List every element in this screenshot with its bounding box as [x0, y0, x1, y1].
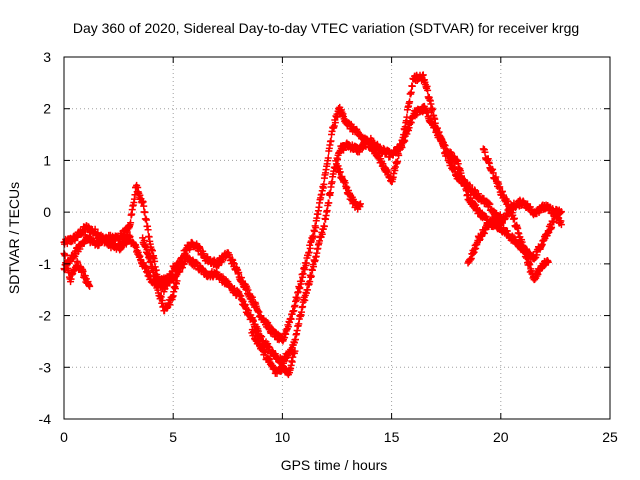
y-tick-label: 2 — [43, 101, 51, 117]
data-point — [306, 244, 314, 252]
data-point — [173, 277, 181, 285]
data-point — [307, 272, 315, 280]
data-point — [304, 286, 312, 294]
chart-title: Day 360 of 2020, Sidereal Day-to-day VTE… — [73, 20, 579, 36]
data-point — [291, 347, 299, 355]
y-tick-label: -3 — [39, 359, 52, 375]
data-points — [60, 71, 565, 379]
y-tick-label: -2 — [39, 308, 52, 324]
data-point — [467, 194, 475, 202]
data-point — [296, 284, 304, 292]
x-axis-label: GPS time / hours — [281, 457, 388, 473]
data-point — [142, 216, 150, 224]
data-point — [557, 208, 565, 216]
y-tick-label: -1 — [39, 256, 52, 272]
data-point — [250, 328, 258, 336]
data-point — [408, 82, 416, 90]
data-point — [330, 122, 338, 130]
y-tick-label: -4 — [39, 411, 52, 427]
data-point — [248, 293, 256, 301]
data-point — [61, 252, 69, 260]
data-point — [523, 252, 531, 260]
data-point — [127, 219, 135, 227]
data-point — [334, 162, 342, 170]
data-point — [310, 263, 318, 271]
data-point — [356, 200, 364, 208]
data-point — [424, 86, 432, 94]
data-point — [320, 180, 328, 188]
data-point — [157, 293, 165, 301]
data-point — [325, 199, 333, 207]
data-point — [306, 278, 314, 286]
data-point — [327, 137, 335, 145]
grid-lines — [64, 57, 610, 419]
data-point — [486, 200, 494, 208]
data-point — [510, 214, 518, 222]
series-sdtvar — [60, 71, 565, 379]
data-point — [406, 98, 414, 106]
data-point — [429, 106, 437, 114]
data-point — [261, 348, 269, 356]
x-tick-label: 0 — [60, 429, 68, 445]
y-tick-label: 0 — [43, 204, 51, 220]
data-point — [496, 211, 504, 219]
data-point — [148, 247, 156, 255]
axis-ticks: 0 5 10 15 20 25 -4 -3 -2 -1 0 1 2 3 — [39, 49, 618, 445]
data-point — [498, 187, 506, 195]
x-tick-label: 15 — [384, 429, 400, 445]
data-point — [86, 282, 94, 290]
data-point — [557, 221, 565, 229]
data-point — [403, 113, 411, 121]
data-point — [141, 208, 149, 216]
x-tick-label: 25 — [602, 429, 618, 445]
data-point — [324, 154, 332, 162]
data-point — [394, 157, 402, 165]
y-tick-label: 3 — [43, 49, 51, 65]
plot-border — [63, 56, 611, 420]
data-point — [81, 272, 89, 280]
x-tick-label: 20 — [493, 429, 509, 445]
data-point — [301, 266, 309, 274]
data-point — [305, 248, 313, 256]
data-point — [158, 297, 166, 305]
data-point — [144, 226, 152, 234]
data-point — [310, 233, 318, 241]
data-point — [152, 278, 160, 286]
x-tick-label: 5 — [169, 429, 177, 445]
data-point — [312, 224, 320, 232]
data-point — [427, 100, 435, 108]
data-point — [331, 119, 339, 127]
data-point — [395, 151, 403, 159]
y-axis-label: SDTVAR / TECUs — [6, 182, 22, 294]
data-point — [298, 277, 306, 285]
x-tick-label: 10 — [275, 429, 291, 445]
data-point — [320, 222, 328, 230]
y-tick-label: 1 — [43, 152, 51, 168]
data-point — [544, 258, 552, 266]
data-point — [548, 223, 556, 231]
data-point — [526, 261, 534, 269]
data-point — [407, 88, 415, 96]
